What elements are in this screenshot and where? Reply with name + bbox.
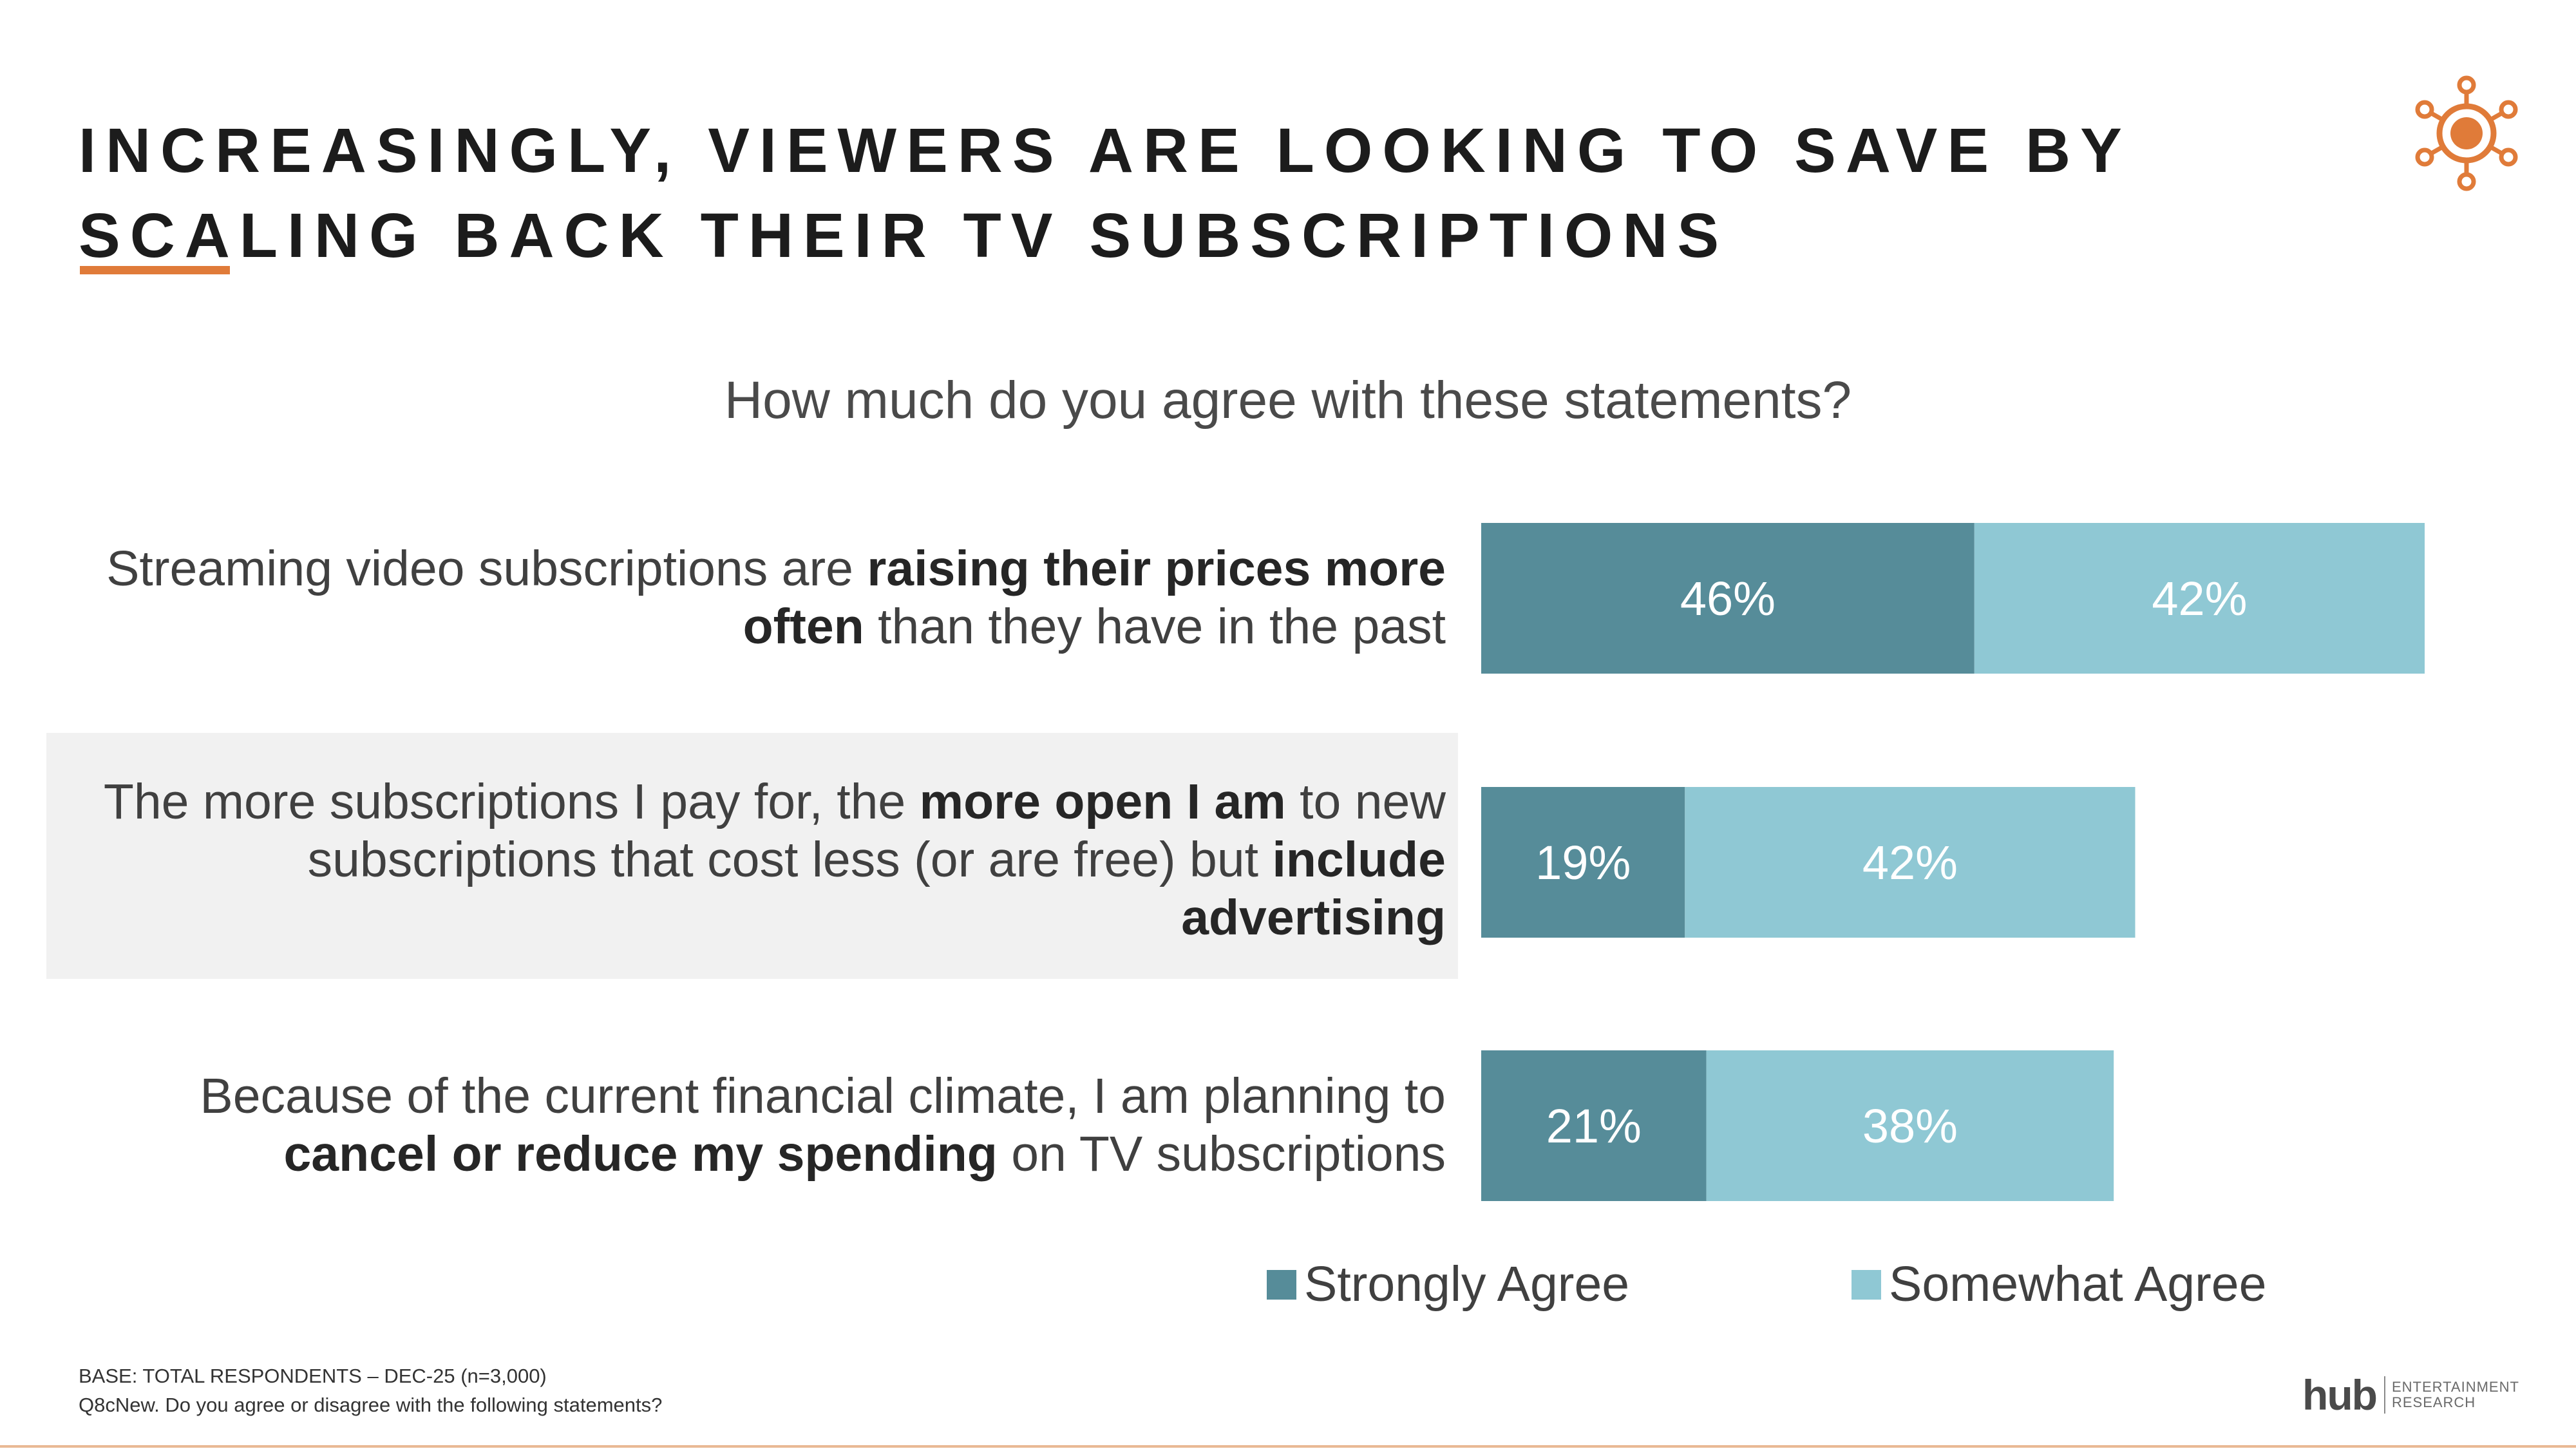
statement-2-part-4: include advertising <box>1181 832 1446 945</box>
bar-somewhat-row-1 <box>1974 523 2425 674</box>
bar-somewhat-row-3 <box>1706 1050 2114 1201</box>
statement-1-label: Streaming video subscriptions are raisin… <box>58 540 1446 656</box>
statement-1-part-2: raising their prices more often <box>743 541 1446 654</box>
bar-strongly-row-2 <box>1481 787 1685 938</box>
legend-strongly-agree: Strongly Agree <box>1267 1256 1629 1313</box>
statement-2-part-1: The more subscriptions I pay for, the <box>103 774 920 829</box>
statement-2-part-2: more open I am <box>919 774 1286 829</box>
sun-logo-icon <box>2415 75 2518 191</box>
data-label-somewhat-row-2: 42% <box>1862 836 1958 889</box>
statement-3-part-3: on TV subscriptions <box>997 1126 1446 1182</box>
bar-strongly-row-3 <box>1481 1050 1707 1201</box>
data-label-strongly-row-3: 21% <box>1546 1099 1642 1153</box>
data-label-strongly-row-2: 19% <box>1535 836 1631 889</box>
legend-swatch-somewhat <box>1852 1269 1881 1300</box>
highlighted-row-background <box>46 733 1458 979</box>
brand-logo: hub ENTERTAINMENT RESEARCH <box>2302 1370 2519 1419</box>
title-underline <box>80 266 230 274</box>
bottom-rule <box>0 1445 2576 1448</box>
statement-3-part-2: cancel or reduce my spending <box>283 1126 998 1182</box>
brand-name: hub <box>2302 1371 2378 1419</box>
chart-question: How much do you agree with these stateme… <box>724 371 1852 430</box>
legend-swatch-strongly <box>1267 1269 1296 1300</box>
statement-2-label: The more subscriptions I pay for, the mo… <box>58 773 1446 947</box>
footnote-base: BASE: TOTAL RESPONDENTS – DEC-25 (n=3,00… <box>79 1365 547 1387</box>
data-label-somewhat-row-3: 38% <box>1862 1099 1958 1153</box>
bar-somewhat-row-2 <box>1685 787 2136 938</box>
brand-divider <box>2383 1376 2385 1414</box>
legend-label-strongly: Strongly Agree <box>1304 1256 1630 1312</box>
data-label-somewhat-row-1: 42% <box>2152 572 2247 625</box>
brand-line-2: RESEARCH <box>2391 1394 2476 1410</box>
brand-line-1: ENTERTAINMENT <box>2391 1379 2519 1395</box>
brand-subtitle: ENTERTAINMENT RESEARCH <box>2392 1379 2519 1410</box>
statement-1-part-1: Streaming video subscriptions are <box>106 541 867 596</box>
legend-label-somewhat: Somewhat Agree <box>1889 1256 2267 1312</box>
legend-somewhat-agree: Somewhat Agree <box>1852 1256 2266 1313</box>
statement-2-part-3: to new subscriptions that cost less (or … <box>307 774 1446 887</box>
statement-3-part-1: Because of the current financial climate… <box>200 1068 1446 1124</box>
data-label-strongly-row-1: 46% <box>1680 572 1776 625</box>
statement-1-part-3: than they have in the past <box>864 599 1446 654</box>
slide-title: INCREASINGLY, VIEWERS ARE LOOKING TO SAV… <box>79 115 2131 270</box>
bar-strongly-row-1 <box>1481 523 1975 674</box>
statement-3-label: Because of the current financial climate… <box>58 1067 1446 1183</box>
footnote-question: Q8cNew. Do you agree or disagree with th… <box>79 1394 663 1416</box>
